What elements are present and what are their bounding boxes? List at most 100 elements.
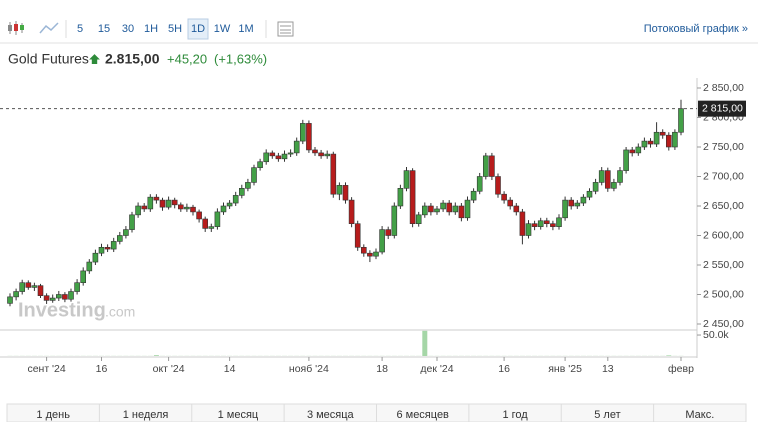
table-icon[interactable] (277, 21, 294, 37)
interval-button[interactable]: 5H (168, 23, 182, 35)
candle-body (611, 182, 617, 189)
candle-body (165, 199, 172, 208)
range-button[interactable]: 1 день (36, 409, 70, 421)
candle-body (153, 196, 160, 201)
candle-body (141, 205, 147, 210)
candle-body (659, 131, 666, 136)
x-tick-label: окт '24 (153, 363, 185, 375)
candle-body (312, 149, 318, 154)
candle-body (68, 291, 74, 300)
interval-button[interactable]: 1W (214, 23, 231, 35)
watermark: Investing .com (18, 299, 135, 321)
interval-button[interactable]: 1D (191, 23, 205, 35)
candle-body (409, 170, 416, 225)
volume-tick-label: 50.0k (703, 329, 729, 341)
candle-body (379, 229, 385, 253)
candle-body (434, 208, 440, 213)
range-button[interactable]: Макс. (685, 409, 714, 421)
x-tick-label: 18 (376, 363, 388, 375)
candle-body (482, 155, 489, 177)
range-button[interactable]: 3 месяца (307, 409, 355, 421)
candle-body (19, 282, 26, 292)
candle-body (110, 241, 117, 250)
candle-body (135, 205, 141, 216)
candle-body (263, 152, 270, 163)
candle-body (397, 188, 404, 207)
candle-body (208, 226, 215, 229)
candle-body (31, 285, 38, 288)
candle-body (574, 202, 581, 207)
candle-body (220, 205, 227, 213)
y-tick-label: 2 750,00 (703, 141, 744, 153)
x-tick-label: 13 (602, 363, 614, 375)
y-tick-label: 2 500,00 (703, 288, 744, 300)
candle-body (336, 185, 343, 195)
interval-button[interactable]: 15 (98, 23, 110, 35)
candle-body (104, 247, 111, 250)
chart-type-icons[interactable] (6, 19, 59, 37)
x-tick-label: сент '24 (27, 363, 65, 375)
candle-body (7, 296, 13, 304)
candle-body (62, 294, 68, 300)
interval-button[interactable]: 5 (77, 23, 83, 35)
candle-body (501, 193, 507, 201)
y-tick-label: 2 450,00 (703, 318, 744, 330)
candle-body (196, 211, 202, 220)
candle-body (92, 252, 99, 263)
candle-body (178, 204, 184, 210)
y-tick-label: 2 550,00 (703, 259, 744, 271)
candle-body (293, 140, 300, 154)
interval-button[interactable]: 1M (238, 23, 253, 35)
y-tick-label: 2 700,00 (703, 170, 744, 182)
candle-body (550, 223, 556, 227)
x-tick-label: дек '24 (420, 363, 453, 375)
interval-button[interactable]: 1H (144, 23, 158, 35)
candle-body (562, 199, 568, 219)
candle-body (324, 153, 331, 157)
change: +45,20 (167, 51, 207, 66)
candle-body (580, 196, 587, 204)
candle-body (678, 108, 684, 133)
candle-body (665, 134, 672, 148)
candle-body (360, 247, 367, 254)
candle-body (251, 167, 257, 183)
range-button[interactable]: 1 год (502, 409, 528, 421)
candle-body (367, 252, 373, 257)
x-tick-label: нояб '24 (289, 363, 329, 375)
candle-body (287, 152, 294, 155)
candle-body (476, 176, 483, 192)
candle-body (123, 229, 129, 236)
watermark-domain: .com (105, 304, 135, 320)
volume-bar (666, 355, 672, 356)
candle-body (537, 220, 544, 227)
interval-button[interactable]: 30 (122, 23, 134, 35)
candle-body (348, 199, 355, 225)
range-button[interactable]: 6 месяцев (396, 409, 449, 421)
candle-body (86, 261, 93, 272)
range-button[interactable]: 5 лет (594, 409, 620, 421)
candle-body (299, 123, 306, 142)
x-tick-label: янв '25 (548, 363, 582, 375)
candle-body (373, 251, 379, 257)
y-tick-label: 2 850,00 (703, 82, 744, 94)
candle-body (641, 140, 648, 148)
candle-body (98, 247, 105, 254)
candle-body (403, 170, 410, 189)
last-price-box (698, 100, 746, 117)
y-tick-label: 2 600,00 (703, 229, 744, 241)
x-tick-label: февр (668, 363, 694, 375)
candle-body (489, 155, 495, 177)
candle-body (13, 291, 19, 298)
range-button[interactable]: 1 неделя (123, 409, 169, 421)
candle-body (25, 282, 32, 288)
candle-body (464, 199, 471, 219)
x-tick-label: 16 (96, 363, 108, 375)
volume-bar (153, 355, 159, 356)
interval-active (187, 18, 209, 40)
candle-body (629, 149, 636, 154)
stream-link[interactable]: Потоковый график » (644, 23, 748, 35)
candle-body (354, 223, 361, 248)
range-button[interactable]: 1 месяц (218, 409, 259, 421)
candle-body (568, 199, 575, 207)
candle-body (330, 153, 337, 195)
